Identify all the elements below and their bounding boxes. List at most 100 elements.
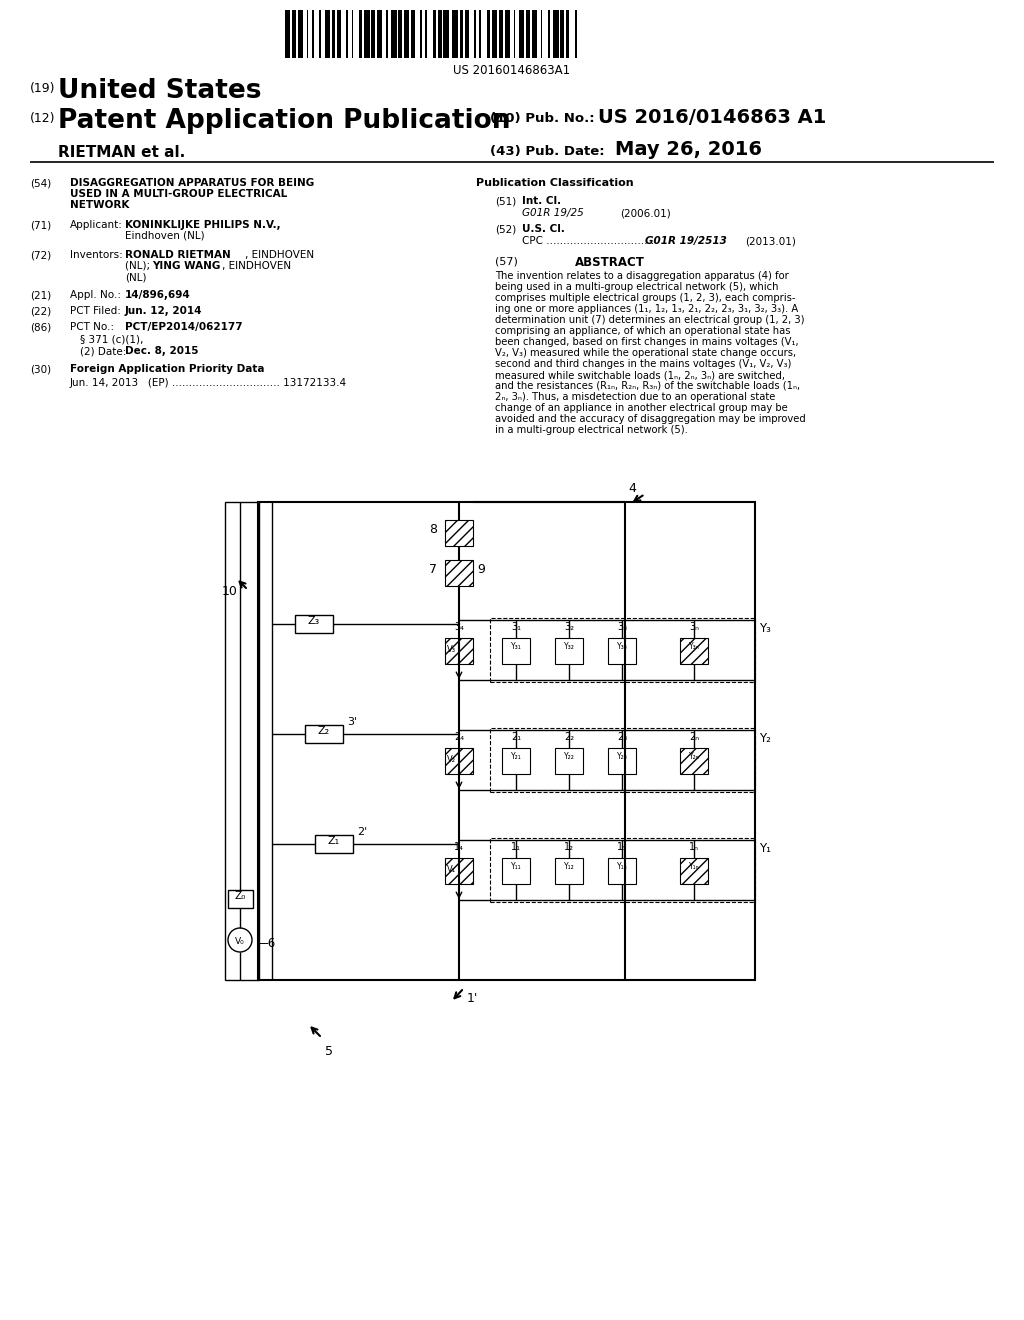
Text: in a multi-group electrical network (5).: in a multi-group electrical network (5). <box>495 425 688 436</box>
Bar <box>479 11 481 58</box>
Bar <box>541 11 543 58</box>
Text: (86): (86) <box>30 322 51 333</box>
Text: Publication Classification: Publication Classification <box>476 178 634 187</box>
Text: comprising an appliance, of which an operational state has: comprising an appliance, of which an ope… <box>495 326 791 337</box>
Text: (51): (51) <box>495 195 516 206</box>
Text: Dec. 8, 2015: Dec. 8, 2015 <box>125 346 199 356</box>
Bar <box>555 748 583 774</box>
Text: and the resistances (R₁ₙ, R₂ₙ, R₃ₙ) of the switchable loads (1ₙ,: and the resistances (R₁ₙ, R₂ₙ, R₃ₙ) of t… <box>495 381 800 391</box>
Text: 10: 10 <box>222 585 238 598</box>
Text: 1': 1' <box>467 993 478 1005</box>
Bar <box>680 748 708 774</box>
Text: RIETMAN et al.: RIETMAN et al. <box>58 145 185 160</box>
Text: 2': 2' <box>357 828 368 837</box>
Text: Foreign Application Priority Data: Foreign Application Priority Data <box>70 364 264 374</box>
Bar <box>295 615 333 634</box>
Bar <box>490 618 755 682</box>
Bar <box>502 858 530 884</box>
Bar <box>608 638 636 664</box>
Text: avoided and the accuracy of disaggregation may be improved: avoided and the accuracy of disaggregati… <box>495 414 806 424</box>
Bar <box>490 729 755 792</box>
Text: United States: United States <box>58 78 261 104</box>
Bar <box>474 11 476 58</box>
Bar <box>391 11 396 58</box>
Text: 3₂: 3₂ <box>564 622 574 632</box>
Bar <box>292 11 296 58</box>
Text: 9: 9 <box>477 564 485 576</box>
Text: PCT/EP2014/062177: PCT/EP2014/062177 <box>125 322 243 333</box>
Text: Y₃ₙ: Y₃ₙ <box>688 642 699 651</box>
Text: U.S. Cl.: U.S. Cl. <box>522 224 565 234</box>
Text: Jun. 12, 2014: Jun. 12, 2014 <box>125 306 203 315</box>
Bar <box>445 748 473 774</box>
Text: 2ₙ: 2ₙ <box>689 733 699 742</box>
Bar <box>365 11 370 58</box>
Text: ing one or more appliances (1₁, 1₂, 1₃, 2₁, 2₂, 2₃, 3₁, 3₂, 3₃). A: ing one or more appliances (1₁, 1₂, 1₃, … <box>495 304 799 314</box>
Text: Y₃₂: Y₃₂ <box>563 642 574 651</box>
Text: Y₂₃: Y₂₃ <box>616 752 628 762</box>
Bar <box>225 502 259 979</box>
Text: Z₁: Z₁ <box>328 836 340 846</box>
Text: being used in a multi-group electrical network (5), which: being used in a multi-group electrical n… <box>495 282 778 292</box>
Bar <box>445 638 473 664</box>
Text: 1₂: 1₂ <box>564 842 574 851</box>
Text: Applicant:: Applicant: <box>70 220 123 230</box>
Text: change of an appliance in another electrical group may be: change of an appliance in another electr… <box>495 403 787 413</box>
Text: Y₃₁: Y₃₁ <box>511 642 521 651</box>
Text: NETWORK: NETWORK <box>70 201 129 210</box>
Text: YING WANG: YING WANG <box>152 261 220 271</box>
Bar <box>228 890 253 908</box>
Text: (2) Date:: (2) Date: <box>80 346 126 356</box>
Text: Eindhoven (NL): Eindhoven (NL) <box>125 231 205 242</box>
Bar <box>372 11 375 58</box>
Text: Z₀: Z₀ <box>234 891 246 902</box>
Text: KONINKLIJKE PHILIPS N.V.,: KONINKLIJKE PHILIPS N.V., <box>125 220 281 230</box>
Bar <box>608 858 636 884</box>
Bar <box>319 11 321 58</box>
Text: comprises multiple electrical groups (1, 2, 3), each compris-: comprises multiple electrical groups (1,… <box>495 293 796 304</box>
Text: (10) Pub. No.:: (10) Pub. No.: <box>490 112 595 125</box>
Bar <box>465 11 469 58</box>
Text: Y₂: Y₂ <box>759 733 771 744</box>
Text: (71): (71) <box>30 220 51 230</box>
Text: (22): (22) <box>30 306 51 315</box>
Bar <box>574 11 577 58</box>
Bar <box>566 11 569 58</box>
Bar <box>425 11 427 58</box>
Text: PCT No.:: PCT No.: <box>70 322 114 333</box>
Text: (NL);: (NL); <box>125 261 154 271</box>
Bar <box>285 11 291 58</box>
Text: (43) Pub. Date:: (43) Pub. Date: <box>490 145 604 158</box>
Text: G01R 19/2513: G01R 19/2513 <box>645 236 727 246</box>
Bar <box>445 560 473 586</box>
Bar <box>453 11 458 58</box>
Text: Y₁₁: Y₁₁ <box>511 862 521 871</box>
Text: 8: 8 <box>429 523 437 536</box>
Text: US 20160146863A1: US 20160146863A1 <box>454 63 570 77</box>
Text: (57): (57) <box>495 256 518 267</box>
Text: 2ₙ, 3ₙ). Thus, a misdetection due to an operational state: 2ₙ, 3ₙ). Thus, a misdetection due to an … <box>495 392 775 403</box>
Text: 3ₙ: 3ₙ <box>689 622 699 632</box>
Text: 7: 7 <box>429 564 437 576</box>
Bar <box>386 11 388 58</box>
Bar <box>315 836 353 853</box>
Text: 2₂: 2₂ <box>564 733 574 742</box>
Bar <box>305 725 343 743</box>
Text: US 2016/0146863 A1: US 2016/0146863 A1 <box>598 108 826 127</box>
Bar <box>680 858 708 884</box>
Bar <box>502 748 530 774</box>
Bar <box>460 11 463 58</box>
Bar <box>560 11 564 58</box>
Text: Jun. 14, 2013   (EP) ................................ 13172133.4: Jun. 14, 2013 (EP) .....................… <box>70 378 347 388</box>
Bar <box>332 11 336 58</box>
Text: Z₂: Z₂ <box>317 726 330 737</box>
Text: Y₃₃: Y₃₃ <box>616 642 628 651</box>
Bar <box>680 638 708 664</box>
Bar <box>411 11 415 58</box>
Text: 2₁: 2₁ <box>511 733 521 742</box>
Bar <box>337 11 341 58</box>
Text: ABSTRACT: ABSTRACT <box>575 256 645 269</box>
Text: Y₂₂: Y₂₂ <box>563 752 574 762</box>
Text: 2₃: 2₃ <box>616 733 627 742</box>
Text: 3₁: 3₁ <box>511 622 521 632</box>
